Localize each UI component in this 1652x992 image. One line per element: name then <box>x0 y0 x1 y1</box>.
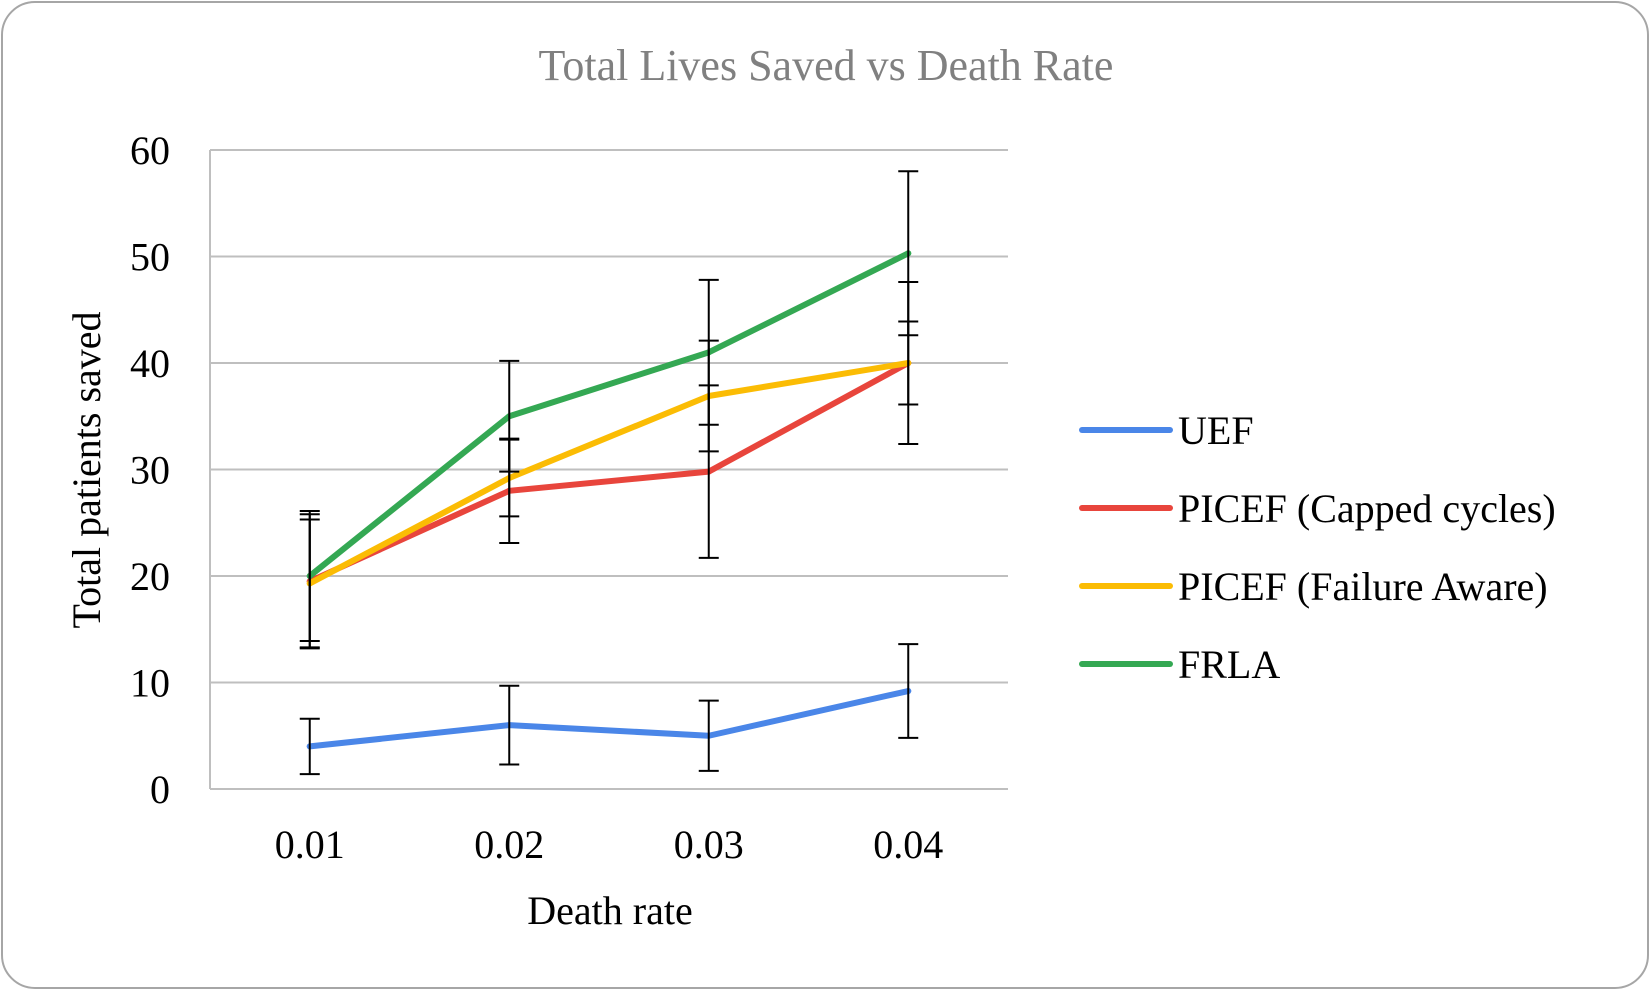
series-line-2 <box>306 360 912 587</box>
legend: UEF PICEF (Capped cycles) PICEF (Failure A… <box>1079 408 1556 687</box>
legend-item: FRLA <box>1079 642 1280 687</box>
x-tick-label: 0.01 <box>275 822 345 867</box>
y-tick-label: 20 <box>130 554 170 599</box>
series-line-0 <box>306 688 912 750</box>
series-line-3 <box>306 250 912 579</box>
legend-item: PICEF (Failure Aware) <box>1079 564 1548 609</box>
x-axis-label: Death rate <box>527 888 692 933</box>
gridlines <box>209 149 1008 790</box>
x-axis-ticks: 0.01 0.02 0.03 0.04 <box>275 822 944 867</box>
legend-label: UEF <box>1178 408 1254 453</box>
error-bar <box>698 699 719 772</box>
error-bar <box>499 359 520 473</box>
legend-item: PICEF (Capped cycles) <box>1079 486 1556 531</box>
y-tick-label: 10 <box>130 661 170 706</box>
y-axis-ticks: 0 10 20 30 40 50 60 <box>130 128 170 812</box>
x-tick-label: 0.03 <box>674 822 744 867</box>
error-bar <box>898 170 919 337</box>
y-tick-label: 50 <box>130 235 170 280</box>
legend-label: PICEF (Failure Aware) <box>1178 564 1548 609</box>
y-axis-label: Total patients saved <box>64 311 109 628</box>
legend-item: UEF <box>1079 408 1254 453</box>
error-bar <box>698 278 719 426</box>
chart-title: Total Lives Saved vs Death Rate <box>539 41 1114 90</box>
y-tick-label: 40 <box>130 341 170 386</box>
y-tick-label: 60 <box>130 128 170 173</box>
series-line-1 <box>306 360 912 585</box>
series-lines <box>306 250 912 750</box>
y-tick-label: 0 <box>150 767 170 812</box>
error-bar <box>299 717 320 776</box>
x-tick-label: 0.02 <box>474 822 544 867</box>
error-bars <box>299 170 919 776</box>
error-bar <box>898 643 919 739</box>
error-bar <box>499 684 520 766</box>
error-bar <box>299 510 320 642</box>
x-tick-label: 0.04 <box>873 822 943 867</box>
legend-label: PICEF (Capped cycles) <box>1178 486 1556 531</box>
legend-label: FRLA <box>1178 642 1280 687</box>
y-tick-label: 30 <box>130 448 170 493</box>
